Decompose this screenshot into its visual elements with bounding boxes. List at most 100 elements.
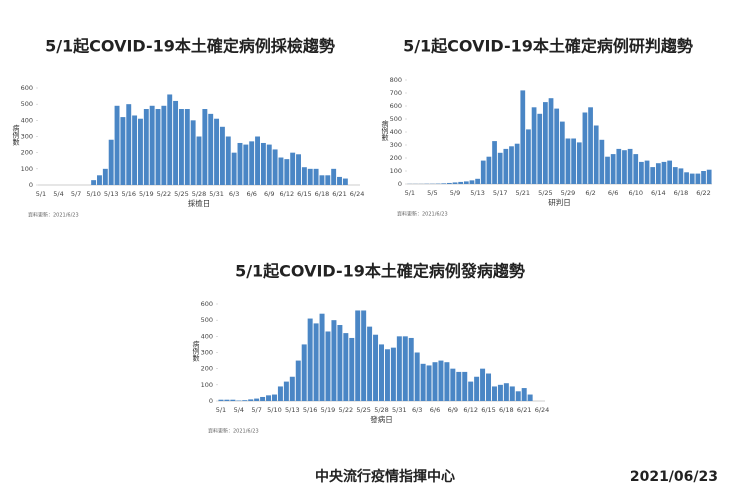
bar xyxy=(605,156,610,184)
bar xyxy=(331,168,337,185)
x-tick-label: 6/21 xyxy=(332,190,347,198)
bar xyxy=(190,120,196,185)
bar xyxy=(492,141,497,184)
bar xyxy=(307,318,313,401)
x-tick-label: 5/16 xyxy=(121,190,136,198)
x-tick-label: 5/25 xyxy=(356,406,371,414)
y-tick-label: 400 xyxy=(390,128,402,136)
x-tick-label: 5/29 xyxy=(561,189,576,197)
bar xyxy=(610,154,616,184)
bar xyxy=(701,171,706,184)
y-tick-label: 200 xyxy=(21,149,33,157)
y-tick-label: 800 xyxy=(390,76,402,84)
bar xyxy=(218,399,224,401)
bar xyxy=(91,180,97,185)
bar xyxy=(319,175,325,185)
bar xyxy=(650,167,656,184)
bar xyxy=(616,148,622,184)
y-axis-label: 病例數 xyxy=(192,340,200,363)
x-tick-label: 5/31 xyxy=(209,190,224,198)
x-tick-label: 6/15 xyxy=(481,406,496,414)
x-tick-label: 5/21 xyxy=(515,189,530,197)
x-tick-label: 6/9 xyxy=(448,406,458,414)
bar xyxy=(301,344,307,401)
bar xyxy=(361,310,367,401)
x-tick-label: 6/2 xyxy=(585,189,595,197)
x-tick-label: 6/12 xyxy=(463,406,478,414)
bar xyxy=(272,149,278,185)
bar xyxy=(509,386,515,401)
x-tick-label: 5/1 xyxy=(216,406,226,414)
x-tick-label: 6/14 xyxy=(651,189,666,197)
bar xyxy=(132,115,138,185)
x-tick-label: 6/18 xyxy=(674,189,689,197)
bar xyxy=(503,148,509,184)
bar xyxy=(468,381,474,401)
bar xyxy=(462,371,468,401)
bar xyxy=(559,121,565,184)
bar xyxy=(497,152,503,184)
bar xyxy=(260,396,266,401)
x-tick-label: 5/16 xyxy=(303,406,318,414)
bar xyxy=(474,376,480,401)
bar xyxy=(627,148,633,184)
bar xyxy=(114,105,120,185)
bar xyxy=(644,160,650,184)
bar xyxy=(231,152,237,185)
bar xyxy=(337,325,343,401)
bar xyxy=(243,144,249,185)
bar xyxy=(672,167,678,184)
bar xyxy=(255,136,261,185)
note: 資料更新：2021/6/23 xyxy=(397,211,448,218)
bar xyxy=(695,173,701,184)
bar xyxy=(689,173,695,184)
bar xyxy=(537,113,543,184)
bar xyxy=(337,176,342,185)
footer-org: 中央流行疫情指揮中心 xyxy=(315,468,455,485)
bar xyxy=(475,178,480,184)
bar xyxy=(396,336,402,401)
bar xyxy=(296,154,301,185)
bar xyxy=(219,126,225,185)
x-tick-label: 6/15 xyxy=(297,190,312,198)
bar xyxy=(301,167,307,185)
bar xyxy=(295,360,301,401)
bar xyxy=(342,178,348,185)
bar xyxy=(355,310,361,401)
y-tick-label: 400 xyxy=(201,332,213,340)
bar xyxy=(173,100,179,185)
footer-date: 2021/06/23 xyxy=(630,469,718,485)
x-tick-label: 5/28 xyxy=(192,190,207,198)
bar xyxy=(571,138,576,184)
bar xyxy=(622,150,627,184)
bar xyxy=(384,349,390,401)
x-tick-label: 5/1 xyxy=(405,189,415,197)
bar xyxy=(438,360,444,401)
bar xyxy=(661,161,667,184)
chart-title: 5/1起COVID-19本土確定病例發病趨勢 xyxy=(235,262,525,281)
x-axis-label: 研判日 xyxy=(548,197,571,207)
x-tick-label: 5/4 xyxy=(234,406,244,414)
x-tick-label: 6/9 xyxy=(264,190,274,198)
bar xyxy=(277,386,283,401)
bar xyxy=(486,156,492,184)
x-tick-label: 5/4 xyxy=(53,190,63,198)
x-tick-label: 6/18 xyxy=(315,190,330,198)
bar xyxy=(224,399,230,401)
bar xyxy=(284,159,290,185)
bar xyxy=(520,90,526,184)
bar xyxy=(531,107,537,184)
bar xyxy=(446,182,452,184)
x-tick-label: 5/5 xyxy=(427,189,437,197)
bar xyxy=(576,142,582,184)
bar xyxy=(184,109,190,185)
x-tick-label: 6/6 xyxy=(246,190,256,198)
bar xyxy=(521,388,527,401)
bar xyxy=(527,394,533,401)
bar xyxy=(684,172,689,184)
bar xyxy=(331,320,337,401)
bar xyxy=(565,138,571,184)
bar xyxy=(503,383,509,401)
bar xyxy=(367,326,373,401)
y-tick-label: 500 xyxy=(390,115,402,123)
